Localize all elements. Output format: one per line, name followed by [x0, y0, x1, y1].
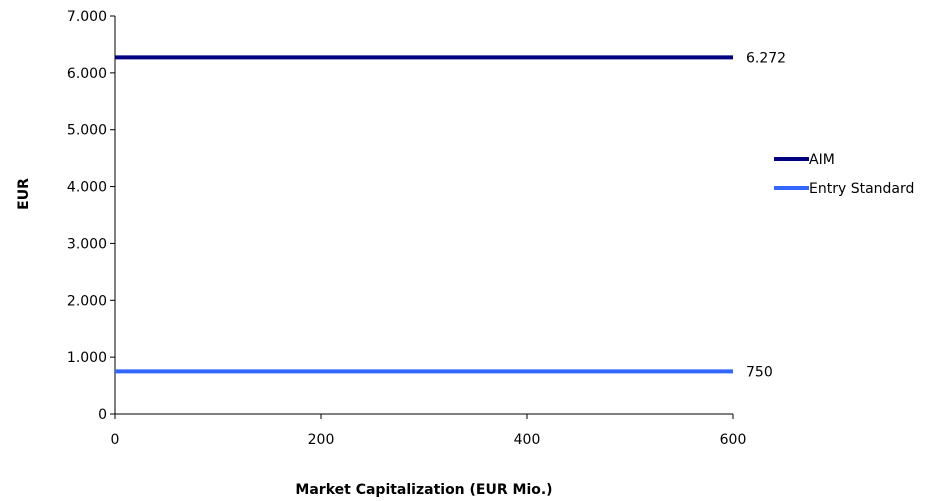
- series-end-label: 6.272: [746, 50, 786, 66]
- y-axis-title: EUR: [16, 178, 32, 210]
- y-tick-label: 2.000: [67, 293, 107, 309]
- y-tick-label: 3.000: [67, 236, 107, 252]
- y-tick-label: 6.000: [67, 66, 107, 82]
- y-tick-label: 1.000: [67, 350, 107, 366]
- y-tick-label: 4.000: [67, 180, 107, 196]
- series-lines: [115, 55, 733, 374]
- y-tick-label: 5.000: [67, 123, 107, 139]
- series-end-labels: 6.272 750: [746, 50, 786, 380]
- x-tick-label: 200: [308, 432, 335, 448]
- y-axis-ticks: 0 1.000 2.000 3.000 4.000 5.000 6.000 7.000: [67, 9, 115, 423]
- x-tick-label: 600: [720, 432, 747, 448]
- y-tick-label: 0: [98, 407, 107, 423]
- legend-label: Entry Standard: [809, 181, 914, 197]
- y-tick-label: 7.000: [67, 9, 107, 25]
- axes: [114, 16, 733, 415]
- legend: AIM Entry Standard: [774, 152, 914, 197]
- x-axis-ticks: 0 200 400 600: [111, 414, 747, 448]
- x-axis-title: Market Capitalization (EUR Mio.): [295, 482, 552, 498]
- x-tick-label: 400: [514, 432, 541, 448]
- series-end-label: 750: [746, 364, 773, 380]
- x-tick-label: 0: [111, 432, 120, 448]
- legend-label: AIM: [809, 152, 835, 168]
